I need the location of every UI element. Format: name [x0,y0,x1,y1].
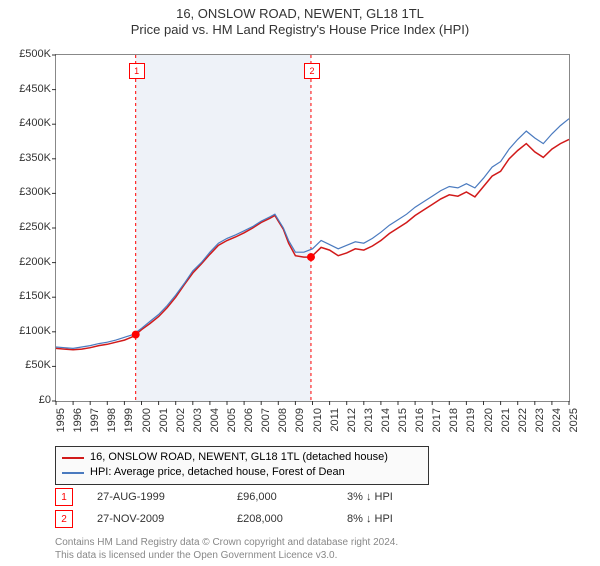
x-tick-label: 1995 [55,408,67,436]
page-subtitle: Price paid vs. HM Land Registry's House … [0,22,600,37]
marker-table: 1 27-AUG-1999 £96,000 3% ↓ HPI 2 27-NOV-… [55,486,570,530]
page-title: 16, ONSLOW ROAD, NEWENT, GL18 1TL [0,6,600,21]
x-tick-label: 2018 [448,408,460,436]
y-tick-label: £0 [3,394,51,406]
marker-date-2: 27-NOV-2009 [97,513,237,525]
footer-line-2: This data is licensed under the Open Gov… [55,549,570,562]
y-tick-label: £250K [3,221,51,233]
chart-svg [56,55,569,401]
x-tick-label: 2005 [226,408,238,436]
legend-row-hpi: HPI: Average price, detached house, Fore… [62,465,422,480]
x-tick-label: 2002 [175,408,187,436]
x-tick-label: 2020 [483,408,495,436]
x-tick-label: 2004 [209,408,221,436]
x-tick-label: 1996 [72,408,84,436]
footer-line-1: Contains HM Land Registry data © Crown c… [55,536,570,549]
x-tick-label: 1997 [89,408,101,436]
footer: Contains HM Land Registry data © Crown c… [55,536,570,562]
legend-line-property [62,457,84,459]
x-tick-label: 2009 [294,408,306,436]
x-tick-label: 2023 [534,408,546,436]
y-tick-label: £200K [3,256,51,268]
legend: 16, ONSLOW ROAD, NEWENT, GL18 1TL (detac… [55,446,429,485]
legend-label-hpi: HPI: Average price, detached house, Fore… [90,465,345,480]
marker-diff-1: 3% ↓ HPI [347,491,393,503]
marker-row-1: 1 27-AUG-1999 £96,000 3% ↓ HPI [55,486,570,508]
x-tick-label: 1999 [123,408,135,436]
x-tick-label: 2025 [568,408,580,436]
marker-badge-2: 2 [55,510,73,528]
chart-marker-badge-2: 2 [304,63,320,79]
marker-badge-1: 1 [55,488,73,506]
x-tick-label: 2016 [414,408,426,436]
x-tick-label: 2021 [500,408,512,436]
marker-diff-2: 8% ↓ HPI [347,513,393,525]
x-tick-label: 2019 [465,408,477,436]
y-tick-label: £350K [3,152,51,164]
x-tick-label: 2022 [517,408,529,436]
chart: 12 [55,54,570,402]
legend-label-property: 16, ONSLOW ROAD, NEWENT, GL18 1TL (detac… [90,450,388,465]
y-tick-label: £450K [3,83,51,95]
x-tick-label: 2000 [141,408,153,436]
x-tick-label: 2013 [363,408,375,436]
y-tick-label: £100K [3,325,51,337]
x-tick-label: 2010 [312,408,324,436]
marker-price-1: £96,000 [237,491,347,503]
x-tick-label: 2006 [243,408,255,436]
legend-row-property: 16, ONSLOW ROAD, NEWENT, GL18 1TL (detac… [62,450,422,465]
x-tick-label: 2017 [431,408,443,436]
x-tick-label: 2007 [260,408,272,436]
y-tick-label: £500K [3,48,51,60]
x-tick-label: 2008 [277,408,289,436]
marker-date-1: 27-AUG-1999 [97,491,237,503]
x-tick-label: 2015 [397,408,409,436]
x-tick-label: 2001 [158,408,170,436]
y-tick-label: £300K [3,186,51,198]
y-tick-label: £400K [3,117,51,129]
chart-marker-badge-1: 1 [129,63,145,79]
x-tick-label: 2003 [192,408,204,436]
x-tick-label: 2024 [551,408,563,436]
x-tick-label: 2012 [346,408,358,436]
x-tick-label: 2011 [329,408,341,436]
marker-row-2: 2 27-NOV-2009 £208,000 8% ↓ HPI [55,508,570,530]
y-tick-label: £50K [3,359,51,371]
y-tick-label: £150K [3,290,51,302]
x-tick-label: 1998 [106,408,118,436]
legend-line-hpi [62,472,84,474]
marker-price-2: £208,000 [237,513,347,525]
x-tick-label: 2014 [380,408,392,436]
